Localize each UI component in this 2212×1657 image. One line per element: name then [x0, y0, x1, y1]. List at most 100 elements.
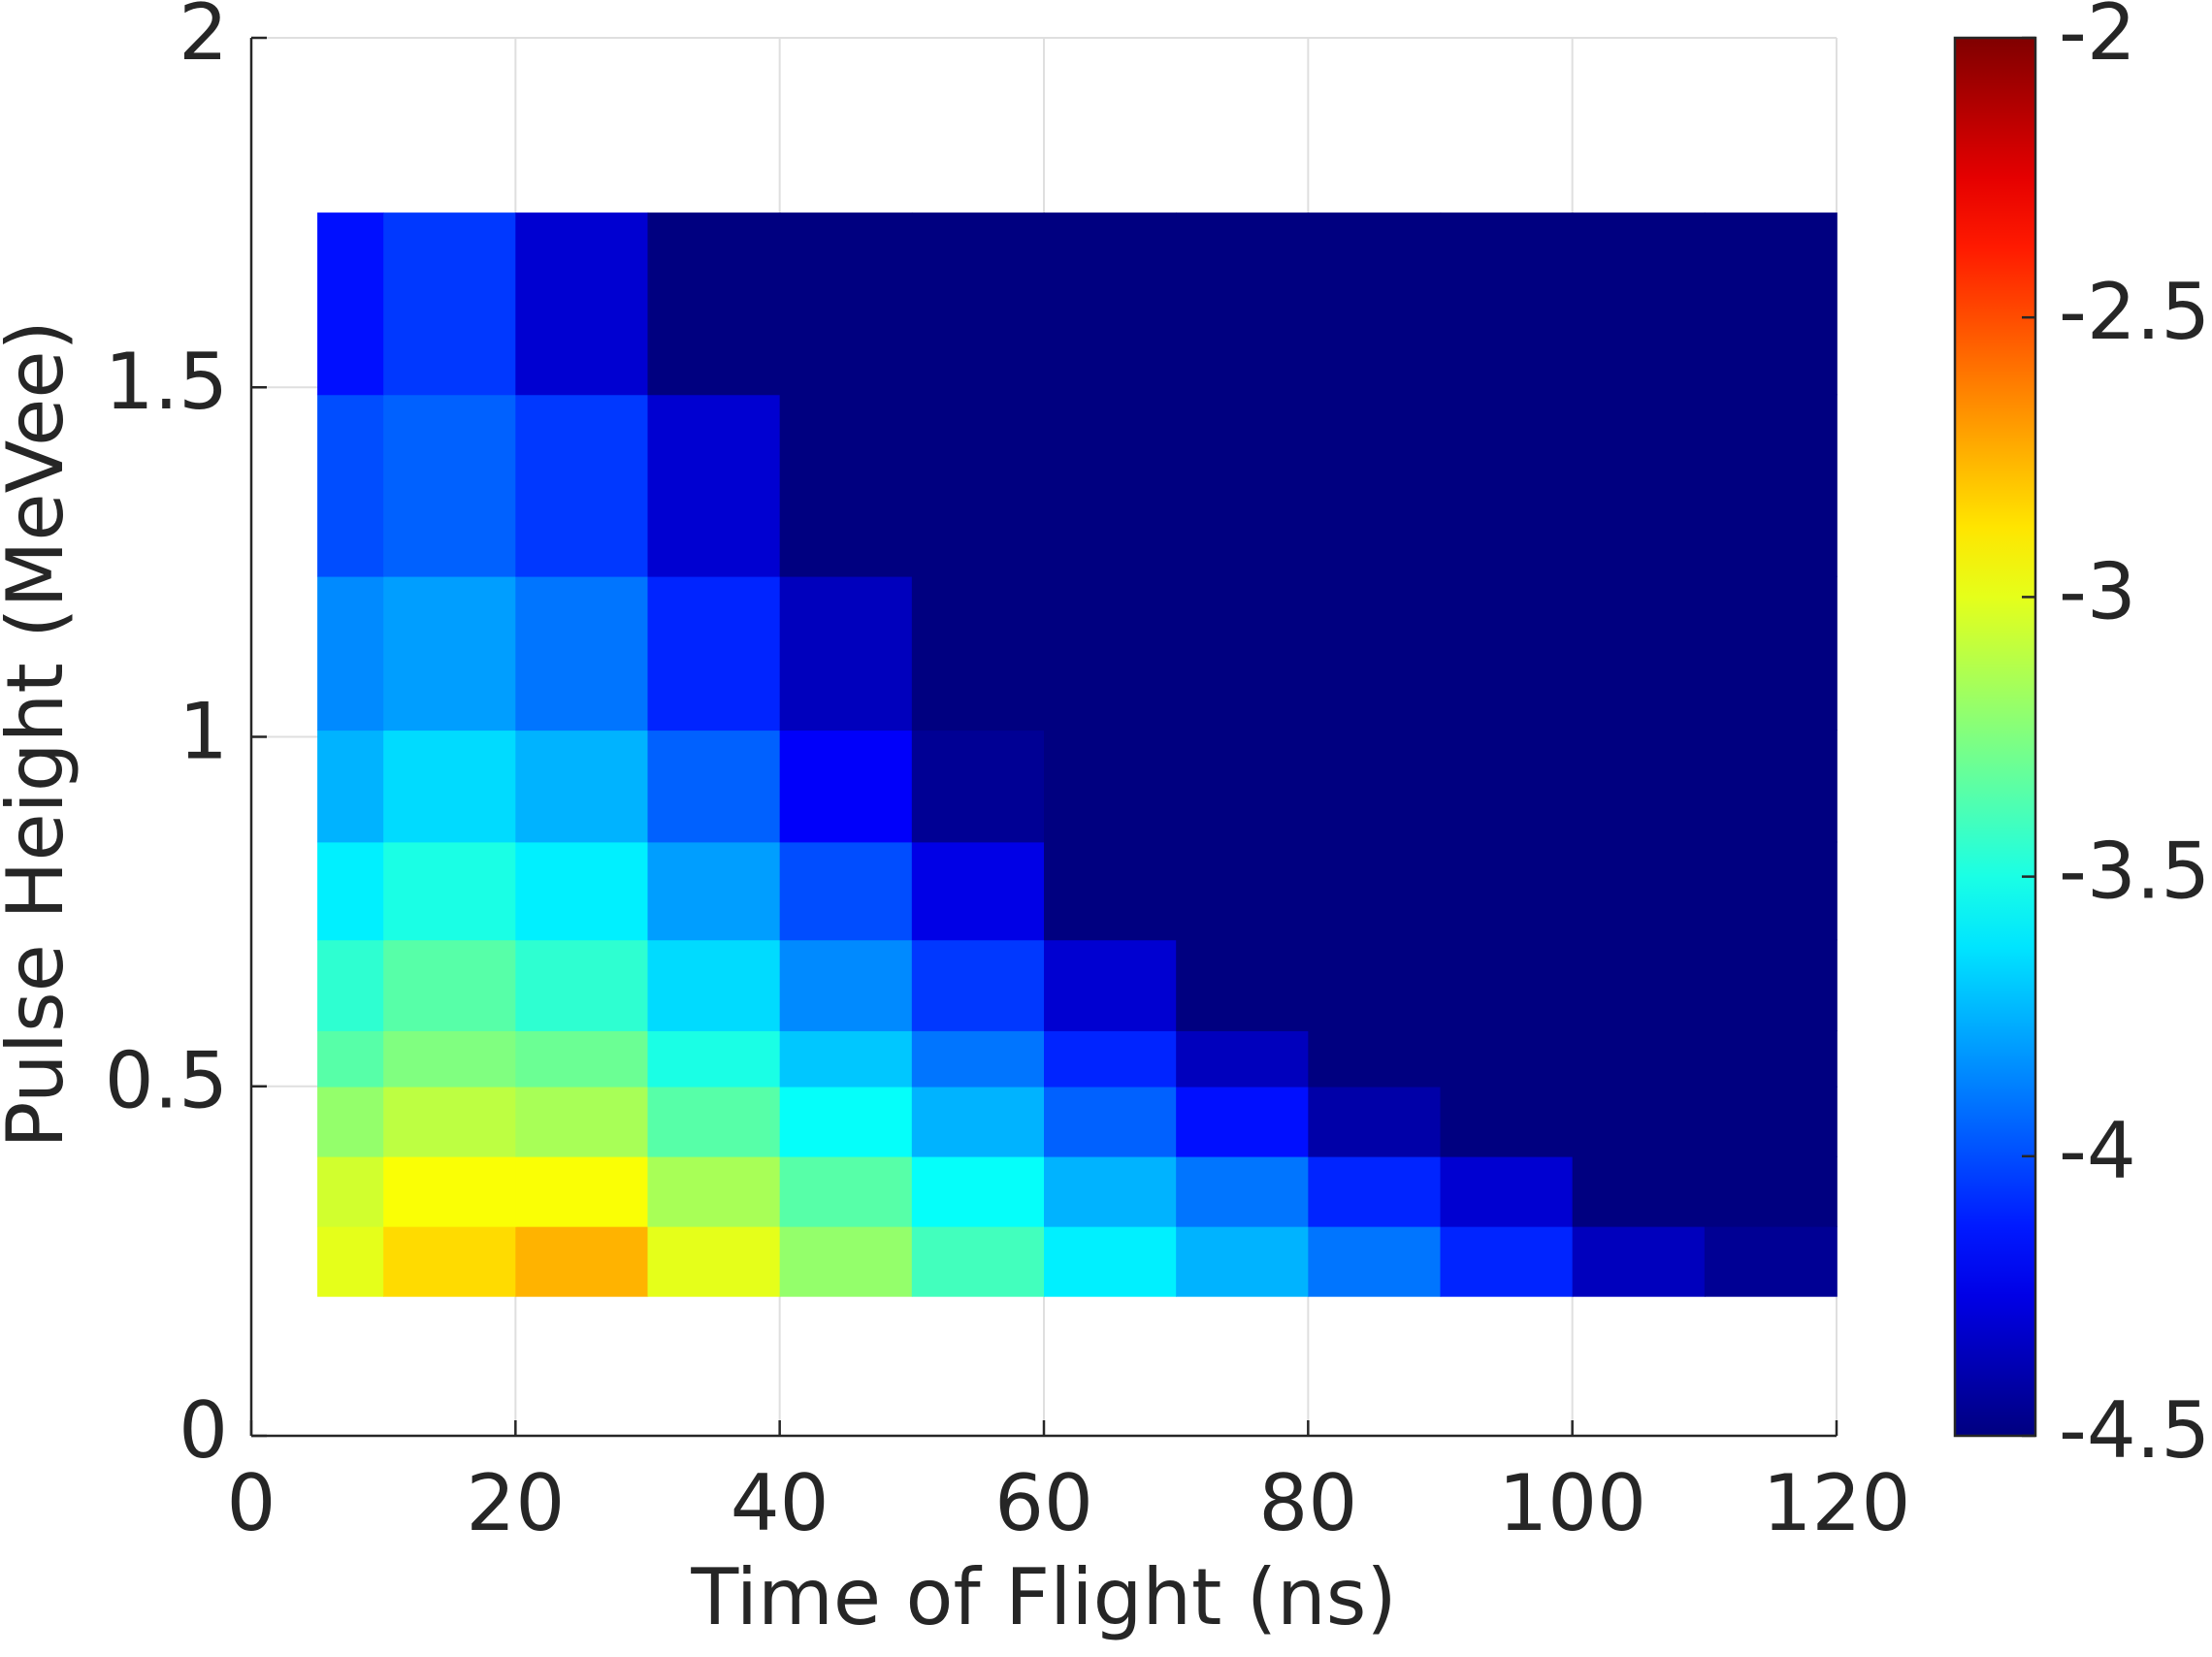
x-tick-label: 0	[227, 1458, 276, 1548]
heatmap-cell	[779, 841, 913, 941]
heatmap-cell	[779, 1225, 913, 1297]
y-axis-label: Pulse Height (MeVee)	[0, 320, 81, 1149]
heatmap-cell	[515, 1155, 649, 1227]
y-tick-label: 0.5	[105, 1036, 228, 1126]
heatmap-cell	[1440, 1225, 1574, 1297]
y-tick-label: 1	[179, 686, 228, 776]
heatmap-cell	[911, 212, 1045, 396]
heatmap-cell	[1572, 212, 1706, 396]
heatmap-cell	[647, 939, 781, 1031]
heatmap-cell	[1308, 1225, 1442, 1297]
axes: 0 20 40 60 80 100 120 0 0.5 1 1.5 2 -4.5 -4 -3.5 -3 -2.5…	[105, 0, 2210, 1548]
heatmap-cell	[1572, 575, 1706, 731]
heatmap-cell	[1176, 1086, 1310, 1157]
heatmap-cell	[1572, 1155, 1706, 1227]
heatmap-cell	[647, 1225, 781, 1297]
heatmap-cell	[1440, 1155, 1574, 1227]
heatmap-cell	[1176, 841, 1310, 941]
heatmap-cell	[1044, 1086, 1177, 1157]
x-tick-label: 100	[1498, 1458, 1646, 1548]
heatmap-cell	[1044, 1225, 1177, 1297]
heatmap-cell	[515, 939, 649, 1031]
heatmap-cell	[1176, 575, 1310, 731]
heatmap-cell	[1704, 1030, 1838, 1088]
heatmap-cell	[1308, 1086, 1442, 1157]
heatmap-cell	[317, 841, 384, 941]
heatmap-cell	[1440, 841, 1574, 941]
heatmap-cell	[1704, 1155, 1838, 1227]
heatmap-cell	[1440, 939, 1574, 1031]
heatmap-cell	[1308, 1155, 1442, 1227]
heatmap-cell	[317, 575, 384, 731]
heatmap-cell	[317, 394, 384, 577]
heatmap-cell	[317, 1225, 384, 1297]
heatmap-cells	[250, 37, 1838, 1437]
heatmap-cell	[515, 575, 649, 731]
heatmap-cell	[1704, 394, 1838, 577]
y-tick-label: 2	[179, 0, 228, 78]
x-axis-label: Time of Flight (ns)	[690, 1552, 1396, 1642]
heatmap-cell	[911, 1086, 1045, 1157]
y-tick-label: 1.5	[105, 337, 228, 427]
y-tick-label: 0	[179, 1385, 228, 1476]
heatmap-cell	[383, 212, 517, 396]
heatmap-cell	[647, 841, 781, 941]
heatmap-cell	[1572, 730, 1706, 843]
heatmap-cell	[383, 1086, 517, 1157]
heatmap-cell	[515, 212, 649, 396]
heatmap-cell	[1572, 939, 1706, 1031]
heatmap-cell	[1308, 394, 1442, 577]
heatmap-cell	[1044, 212, 1177, 396]
heatmap-cell	[1176, 212, 1310, 396]
heatmap-cell	[779, 1086, 913, 1157]
heatmap-cell	[647, 575, 781, 731]
heatmap-cell	[647, 1086, 781, 1157]
heatmap-cell	[1704, 212, 1838, 396]
heatmap-cell	[515, 1086, 649, 1157]
heatmap-cell	[647, 394, 781, 577]
colorbar-tick-label: -4	[2059, 1106, 2136, 1196]
heatmap-cell	[317, 1155, 384, 1227]
heatmap-cell	[647, 730, 781, 843]
x-tick-label: 80	[1258, 1458, 1357, 1548]
x-tick-label: 20	[466, 1458, 565, 1548]
heatmap-cell	[1176, 394, 1310, 577]
heatmap-cell	[383, 730, 517, 843]
heatmap-cell	[1440, 1086, 1574, 1157]
heatmap-cell	[911, 841, 1045, 941]
heatmap-cell	[779, 212, 913, 396]
heatmap-cell	[1308, 1030, 1442, 1088]
heatmap-cell	[1572, 394, 1706, 577]
heatmap-cell	[1044, 394, 1177, 577]
heatmap-cell	[515, 394, 649, 577]
heatmap-cell	[317, 939, 384, 1031]
heatmap-cell	[317, 1030, 384, 1088]
heatmap-cell	[1308, 841, 1442, 941]
heatmap-cell	[1308, 212, 1442, 396]
heatmap-cell	[911, 394, 1045, 577]
heatmap-cell	[1044, 1155, 1177, 1227]
heatmap-cell	[1572, 1225, 1706, 1297]
heatmap-cell	[779, 1030, 913, 1088]
heatmap-cell	[1308, 939, 1442, 1031]
heatmap-cell	[1704, 1225, 1838, 1297]
heatmap-cell	[1704, 939, 1838, 1031]
heatmap-cell	[1044, 1030, 1177, 1088]
heatmap-cell	[1044, 841, 1177, 941]
colorbar-tick-label: -4.5	[2059, 1385, 2210, 1476]
heatmap-cell	[911, 1155, 1045, 1227]
heatmap-cell	[1704, 841, 1838, 941]
heatmap-cell	[383, 1225, 517, 1297]
heatmap-cell	[383, 1030, 517, 1088]
heatmap-cell	[1044, 575, 1177, 731]
heatmap-cell	[317, 730, 384, 843]
heatmap-cell	[1440, 212, 1574, 396]
heatmap-cell	[779, 394, 913, 577]
heatmap-cell	[1308, 575, 1442, 731]
heatmap-cell	[317, 212, 384, 396]
heatmap-cell	[779, 730, 913, 843]
heatmap-cell	[383, 939, 517, 1031]
heatmap-cell	[383, 1155, 517, 1227]
